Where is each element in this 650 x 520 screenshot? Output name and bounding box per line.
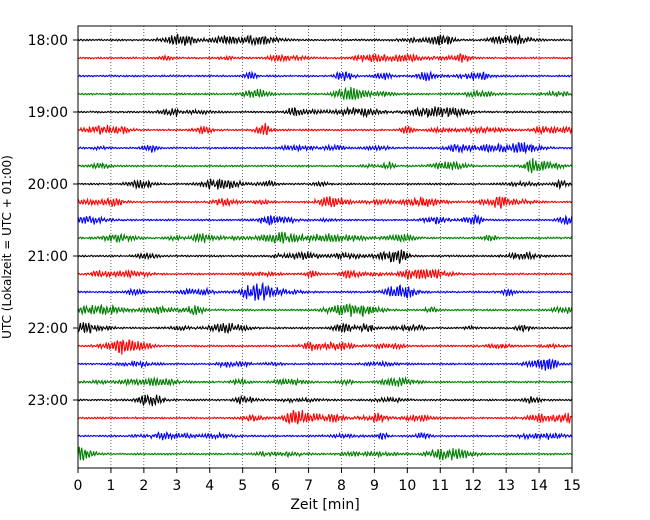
x-tick-label: 3 [172, 478, 181, 494]
x-tick-label: 1 [106, 478, 115, 494]
trace-22:15 [77, 339, 573, 355]
trace-22:45 [77, 375, 573, 387]
trace-19:15 [77, 122, 573, 136]
trace-18:15 [77, 52, 573, 64]
trace-20:00 [77, 178, 573, 191]
trace-23:15 [77, 410, 573, 426]
trace-23:30 [77, 431, 572, 441]
trace-21:45 [77, 302, 573, 317]
x-tick-label: 11 [431, 478, 449, 494]
trace-18:30 [77, 70, 573, 82]
trace-20:45 [77, 231, 573, 245]
trace-18:45 [77, 86, 573, 102]
x-tick-label: 2 [139, 478, 148, 494]
trace-22:00 [77, 322, 573, 335]
y-tick-label: 19:00 [28, 105, 68, 121]
y-tick-label: 21:00 [28, 249, 68, 265]
trace-21:30 [77, 281, 573, 301]
x-tick-label: 13 [497, 478, 515, 494]
y-axis-label: UTC (Lokalzeit = UTC + 01:00) [0, 155, 14, 339]
y-tick-label: 23:00 [28, 393, 68, 409]
x-tick-label: 14 [530, 478, 548, 494]
x-tick-label: 15 [563, 478, 581, 494]
trace-19:45 [77, 157, 573, 174]
trace-18:00 [77, 33, 573, 47]
trace-21:00 [77, 249, 573, 264]
plot-frame [77, 25, 573, 469]
trace-22:30 [77, 358, 573, 371]
y-tick-label: 20:00 [28, 177, 68, 193]
y-tick-label: 18:00 [28, 33, 68, 49]
x-tick-label: 10 [398, 478, 416, 494]
trace-23:45 [77, 446, 573, 461]
trace-19:30 [77, 142, 573, 155]
x-tick-label: 4 [205, 478, 214, 494]
x-tick-label: 5 [238, 478, 247, 494]
trace-21:15 [77, 268, 573, 280]
trace-23:00 [77, 393, 572, 407]
x-axis-label: Zeit [min] [290, 497, 359, 513]
x-tick-label: 0 [74, 478, 83, 494]
trace-20:30 [77, 213, 573, 226]
seismic-traces [77, 33, 573, 461]
y-tick-label: 22:00 [28, 321, 68, 337]
x-tick-label: 9 [370, 478, 379, 494]
trace-19:00 [77, 106, 573, 119]
trace-20:15 [77, 196, 573, 209]
x-tick-label: 8 [337, 478, 346, 494]
x-tick-label: 12 [464, 478, 482, 494]
x-axis-ticks: 0 1 2 3 4 5 6 7 8 9 10 11 12 13 14 15 [74, 468, 581, 494]
x-tick-label: 6 [271, 478, 280, 494]
x-tick-label: 7 [304, 478, 313, 494]
y-axis-ticks: 18:00 19:00 20:00 21:00 22:00 23:00 [28, 33, 78, 409]
